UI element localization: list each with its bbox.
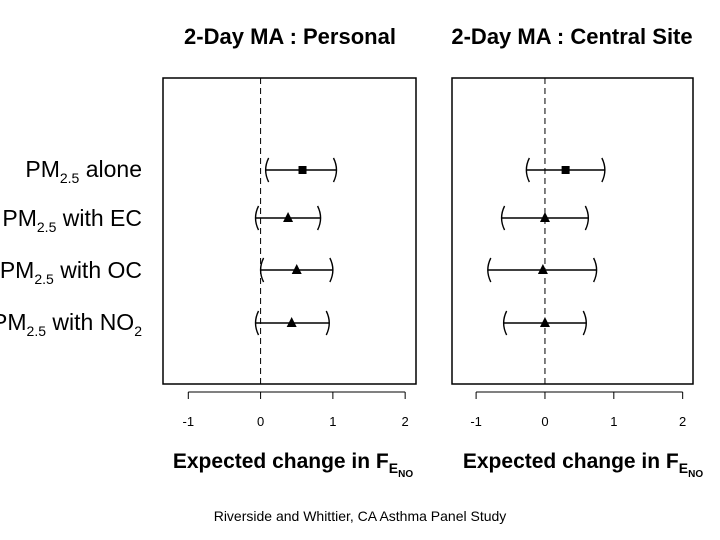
panel-central-site: 2-Day MA : Central Site -1 0 1 2 Expected c… <box>451 24 703 480</box>
plot-frame-personal <box>162 77 417 385</box>
interval-central-site-3 <box>502 310 587 336</box>
point-estimate-central-site-3 <box>539 317 550 327</box>
ci-lower-bracket-central-site-2 <box>487 257 492 283</box>
point-estimate-personal-1 <box>283 212 294 222</box>
interval-personal-1 <box>254 205 322 231</box>
point-estimate-central-site-2 <box>537 264 548 274</box>
ci-upper-bracket-central-site-1 <box>584 205 590 231</box>
row-label-3: PM2.5 with NO2 <box>0 309 142 339</box>
point-estimate-personal-0 <box>298 166 307 174</box>
panel-title-central-site: 2-Day MA : Central Site <box>451 24 692 49</box>
ci-upper-bracket-personal-1 <box>316 205 322 231</box>
panel-personal: 2-Day MA : Personal -1 0 1 2 Expected chang… <box>162 24 417 480</box>
ci-upper-bracket-central-site-0 <box>601 157 606 183</box>
x-axis-central-site: -1 0 1 2 <box>470 391 686 429</box>
point-estimate-personal-2 <box>291 264 302 274</box>
row-labels: PM2.5 alone PM2.5 with EC PM2.5 with OC … <box>0 156 142 339</box>
ci-lower-bracket-personal-2 <box>259 257 265 283</box>
x-axis-label-central-site: Expected change in FENO <box>463 450 703 480</box>
x-tick-label-personal-3: 2 <box>402 414 409 429</box>
ci-upper-bracket-central-site-2 <box>592 257 598 283</box>
point-estimate-central-site-1 <box>539 212 550 222</box>
plot-frame-central-site <box>451 77 694 385</box>
interval-central-site-2 <box>487 257 598 283</box>
row-label-0: PM2.5 alone <box>25 156 142 186</box>
panel-title-personal: 2-Day MA : Personal <box>184 24 396 49</box>
figure-caption: Riverside and Whittier, CA Asthma Panel … <box>213 508 507 524</box>
ci-lower-bracket-personal-0 <box>264 157 270 183</box>
x-axis-label-personal: Expected change in FENO <box>173 450 413 480</box>
ci-lower-bracket-central-site-0 <box>525 157 530 183</box>
interval-central-site-0 <box>525 157 606 183</box>
intervals-personal <box>254 157 338 336</box>
point-estimate-personal-3 <box>286 317 297 327</box>
ci-upper-bracket-central-site-3 <box>582 310 587 336</box>
x-tick-label-central-site-0: -1 <box>470 414 482 429</box>
point-estimate-central-site-0 <box>561 166 570 174</box>
row-label-2: PM2.5 with OC <box>0 257 142 287</box>
intervals-central-site <box>487 157 606 336</box>
x-tick-label-central-site-3: 2 <box>679 414 686 429</box>
ci-upper-bracket-personal-2 <box>329 257 334 283</box>
x-tick-label-personal-2: 1 <box>329 414 336 429</box>
interval-central-site-1 <box>500 205 590 231</box>
row-label-1: PM2.5 with EC <box>2 205 142 235</box>
ci-upper-bracket-personal-0 <box>332 157 338 183</box>
interval-personal-2 <box>259 257 334 283</box>
ci-lower-bracket-personal-1 <box>254 205 260 231</box>
x-axis-personal: -1 0 1 2 <box>183 391 409 429</box>
ci-lower-bracket-central-site-3 <box>502 310 508 336</box>
x-tick-label-personal-1: 0 <box>257 414 264 429</box>
ci-upper-bracket-personal-3 <box>325 310 330 336</box>
interval-personal-3 <box>254 310 330 336</box>
interval-personal-0 <box>264 157 338 183</box>
x-tick-label-personal-0: -1 <box>183 414 195 429</box>
ci-lower-bracket-personal-3 <box>254 310 260 336</box>
x-tick-label-central-site-1: 0 <box>541 414 548 429</box>
ci-lower-bracket-central-site-1 <box>500 205 506 231</box>
x-tick-label-central-site-2: 1 <box>610 414 617 429</box>
